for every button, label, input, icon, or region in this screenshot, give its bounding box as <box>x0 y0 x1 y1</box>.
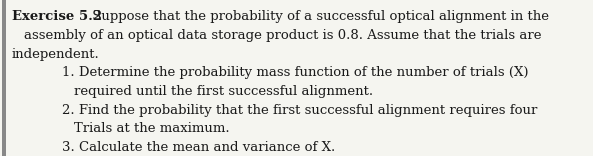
Text: 3. Calculate the mean and variance of X.: 3. Calculate the mean and variance of X. <box>62 141 335 154</box>
Text: Trials at the maximum.: Trials at the maximum. <box>74 122 229 136</box>
Text: required until the first successful alignment.: required until the first successful alig… <box>74 85 373 98</box>
Text: 1. Determine the probability mass function of the number of trials (X): 1. Determine the probability mass functi… <box>62 66 528 79</box>
Text: independent.: independent. <box>12 47 100 61</box>
Text: 2. Find the probability that the first successful alignment requires four: 2. Find the probability that the first s… <box>62 104 537 117</box>
Text: Suppose that the probability of a successful optical alignment in the: Suppose that the probability of a succes… <box>88 10 549 23</box>
Text: Exercise 5.2: Exercise 5.2 <box>12 10 102 23</box>
Text: assembly of an optical data storage product is 0.8. Assume that the trials are: assembly of an optical data storage prod… <box>24 29 541 42</box>
Bar <box>2 0 6 156</box>
